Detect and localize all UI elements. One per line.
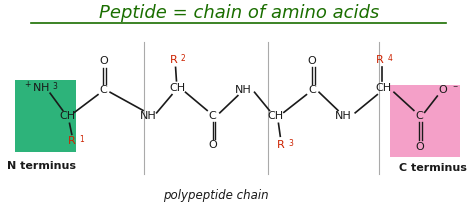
Text: $^+$NH: $^+$NH	[23, 80, 50, 95]
Text: $^-$: $^-$	[451, 83, 459, 92]
Text: O: O	[438, 85, 447, 95]
Text: O: O	[99, 56, 108, 66]
Text: R: R	[68, 136, 76, 146]
Text: CH: CH	[59, 111, 75, 121]
Text: 1: 1	[80, 135, 84, 144]
Text: R: R	[169, 55, 177, 65]
Text: O: O	[308, 56, 316, 66]
Bar	[390, 85, 460, 157]
Text: O: O	[415, 142, 424, 152]
Text: CH: CH	[375, 83, 391, 94]
Text: 4: 4	[387, 54, 392, 63]
Text: 3: 3	[288, 139, 293, 148]
Text: NH: NH	[335, 111, 352, 121]
Text: C: C	[100, 85, 107, 95]
Text: N terminus: N terminus	[7, 161, 75, 171]
Text: NH: NH	[140, 111, 157, 121]
Text: R: R	[276, 140, 284, 150]
Text: C terminus: C terminus	[399, 163, 467, 173]
Text: Peptide = chain of amino acids: Peptide = chain of amino acids	[99, 4, 379, 22]
Text: C: C	[415, 111, 423, 121]
Text: R: R	[376, 55, 383, 65]
Text: CH: CH	[170, 83, 186, 94]
Text: C: C	[308, 85, 316, 95]
Text: C: C	[209, 111, 217, 121]
Text: NH: NH	[235, 85, 252, 95]
Text: O: O	[208, 140, 217, 150]
Text: 3: 3	[52, 82, 57, 91]
Bar	[15, 80, 76, 152]
Text: CH: CH	[268, 111, 284, 121]
Text: polypeptide chain: polypeptide chain	[164, 189, 269, 202]
Text: 2: 2	[181, 54, 186, 63]
